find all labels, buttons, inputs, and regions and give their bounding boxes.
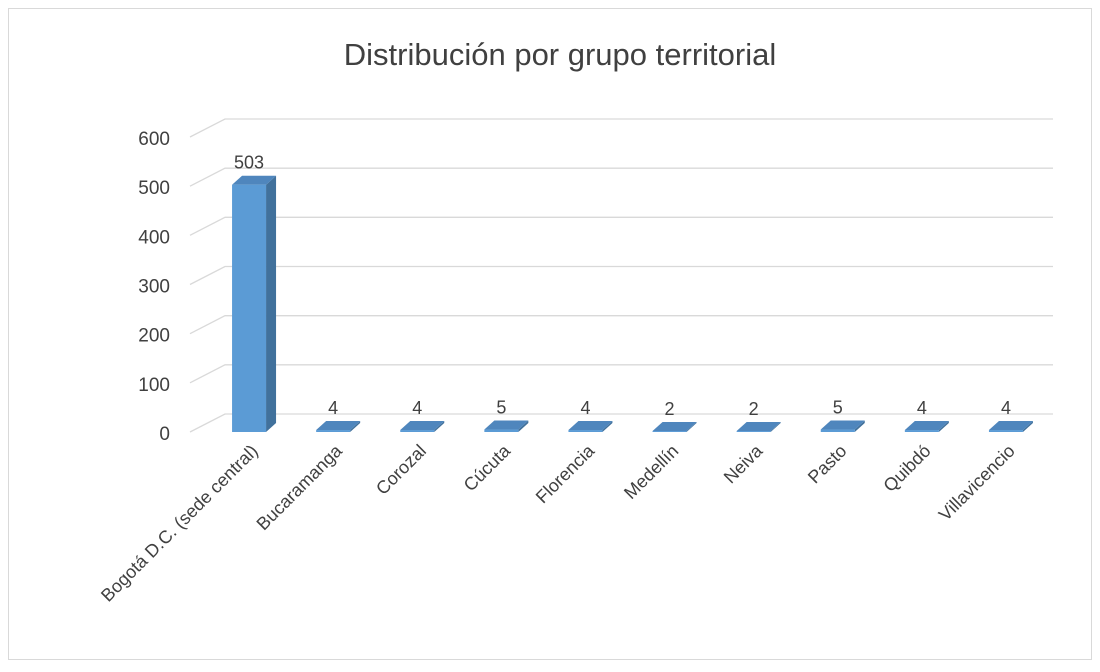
bar-side <box>518 420 529 432</box>
bar-top <box>232 175 277 185</box>
data-label: 2 <box>665 399 675 419</box>
bar-front <box>652 431 687 432</box>
data-label: 4 <box>412 398 422 418</box>
bar-front <box>736 431 771 432</box>
bar <box>904 421 949 432</box>
bar <box>820 420 865 432</box>
bar-side <box>434 421 445 432</box>
y-tick-label: 600 <box>138 129 170 150</box>
bar-top <box>820 420 865 430</box>
bar-front <box>484 429 519 432</box>
bar-side <box>854 420 865 432</box>
bar-top <box>484 420 529 430</box>
grid-line <box>189 315 1053 335</box>
bar-front <box>904 430 939 432</box>
bar <box>400 421 445 432</box>
grid-line <box>189 216 1053 236</box>
bar-side <box>266 175 277 433</box>
y-tick-label: 100 <box>138 375 170 396</box>
y-tick-label: 300 <box>138 277 170 298</box>
bar <box>736 422 781 432</box>
bar-top <box>400 421 445 431</box>
bar-front <box>232 184 267 432</box>
data-label: 5 <box>833 398 843 418</box>
data-label: 4 <box>1001 398 1011 418</box>
bar-side <box>938 421 949 432</box>
bar <box>316 421 361 432</box>
bar-top <box>904 421 949 431</box>
chart-title: Distribución por grupo territorial <box>344 37 776 72</box>
y-tick-label: 0 <box>159 424 170 445</box>
bar <box>568 421 613 432</box>
bar-front <box>988 430 1023 432</box>
data-label: 2 <box>749 399 759 419</box>
bar-top <box>316 421 361 431</box>
bar-top <box>652 422 697 432</box>
grid-line <box>189 167 1053 187</box>
data-label: 4 <box>328 398 338 418</box>
grid-line <box>189 364 1053 384</box>
data-label: 5 <box>496 398 506 418</box>
bar-front <box>820 429 855 432</box>
bar <box>988 421 1033 432</box>
bar-side <box>770 422 781 432</box>
bar-front <box>568 430 603 432</box>
grid-line <box>189 118 1053 138</box>
bar-top <box>988 421 1033 431</box>
bar <box>232 175 277 433</box>
bar <box>484 420 529 432</box>
y-tick-label: 400 <box>138 227 170 248</box>
data-label: 4 <box>917 398 927 418</box>
bar-top <box>568 421 613 431</box>
chart-border <box>8 8 1092 660</box>
bar-front <box>316 430 351 432</box>
bar-side <box>686 422 697 432</box>
bar-side <box>1022 421 1033 432</box>
data-label: 4 <box>580 398 590 418</box>
y-tick-label: 500 <box>138 178 170 199</box>
bar-side <box>350 421 361 432</box>
grid-line <box>189 413 1053 433</box>
y-tick-label: 200 <box>138 326 170 347</box>
bar-side <box>602 421 613 432</box>
bar-top <box>736 422 781 432</box>
bar <box>652 422 697 432</box>
data-label: 503 <box>234 153 264 173</box>
grid-line <box>189 265 1053 286</box>
bar-front <box>400 430 435 432</box>
